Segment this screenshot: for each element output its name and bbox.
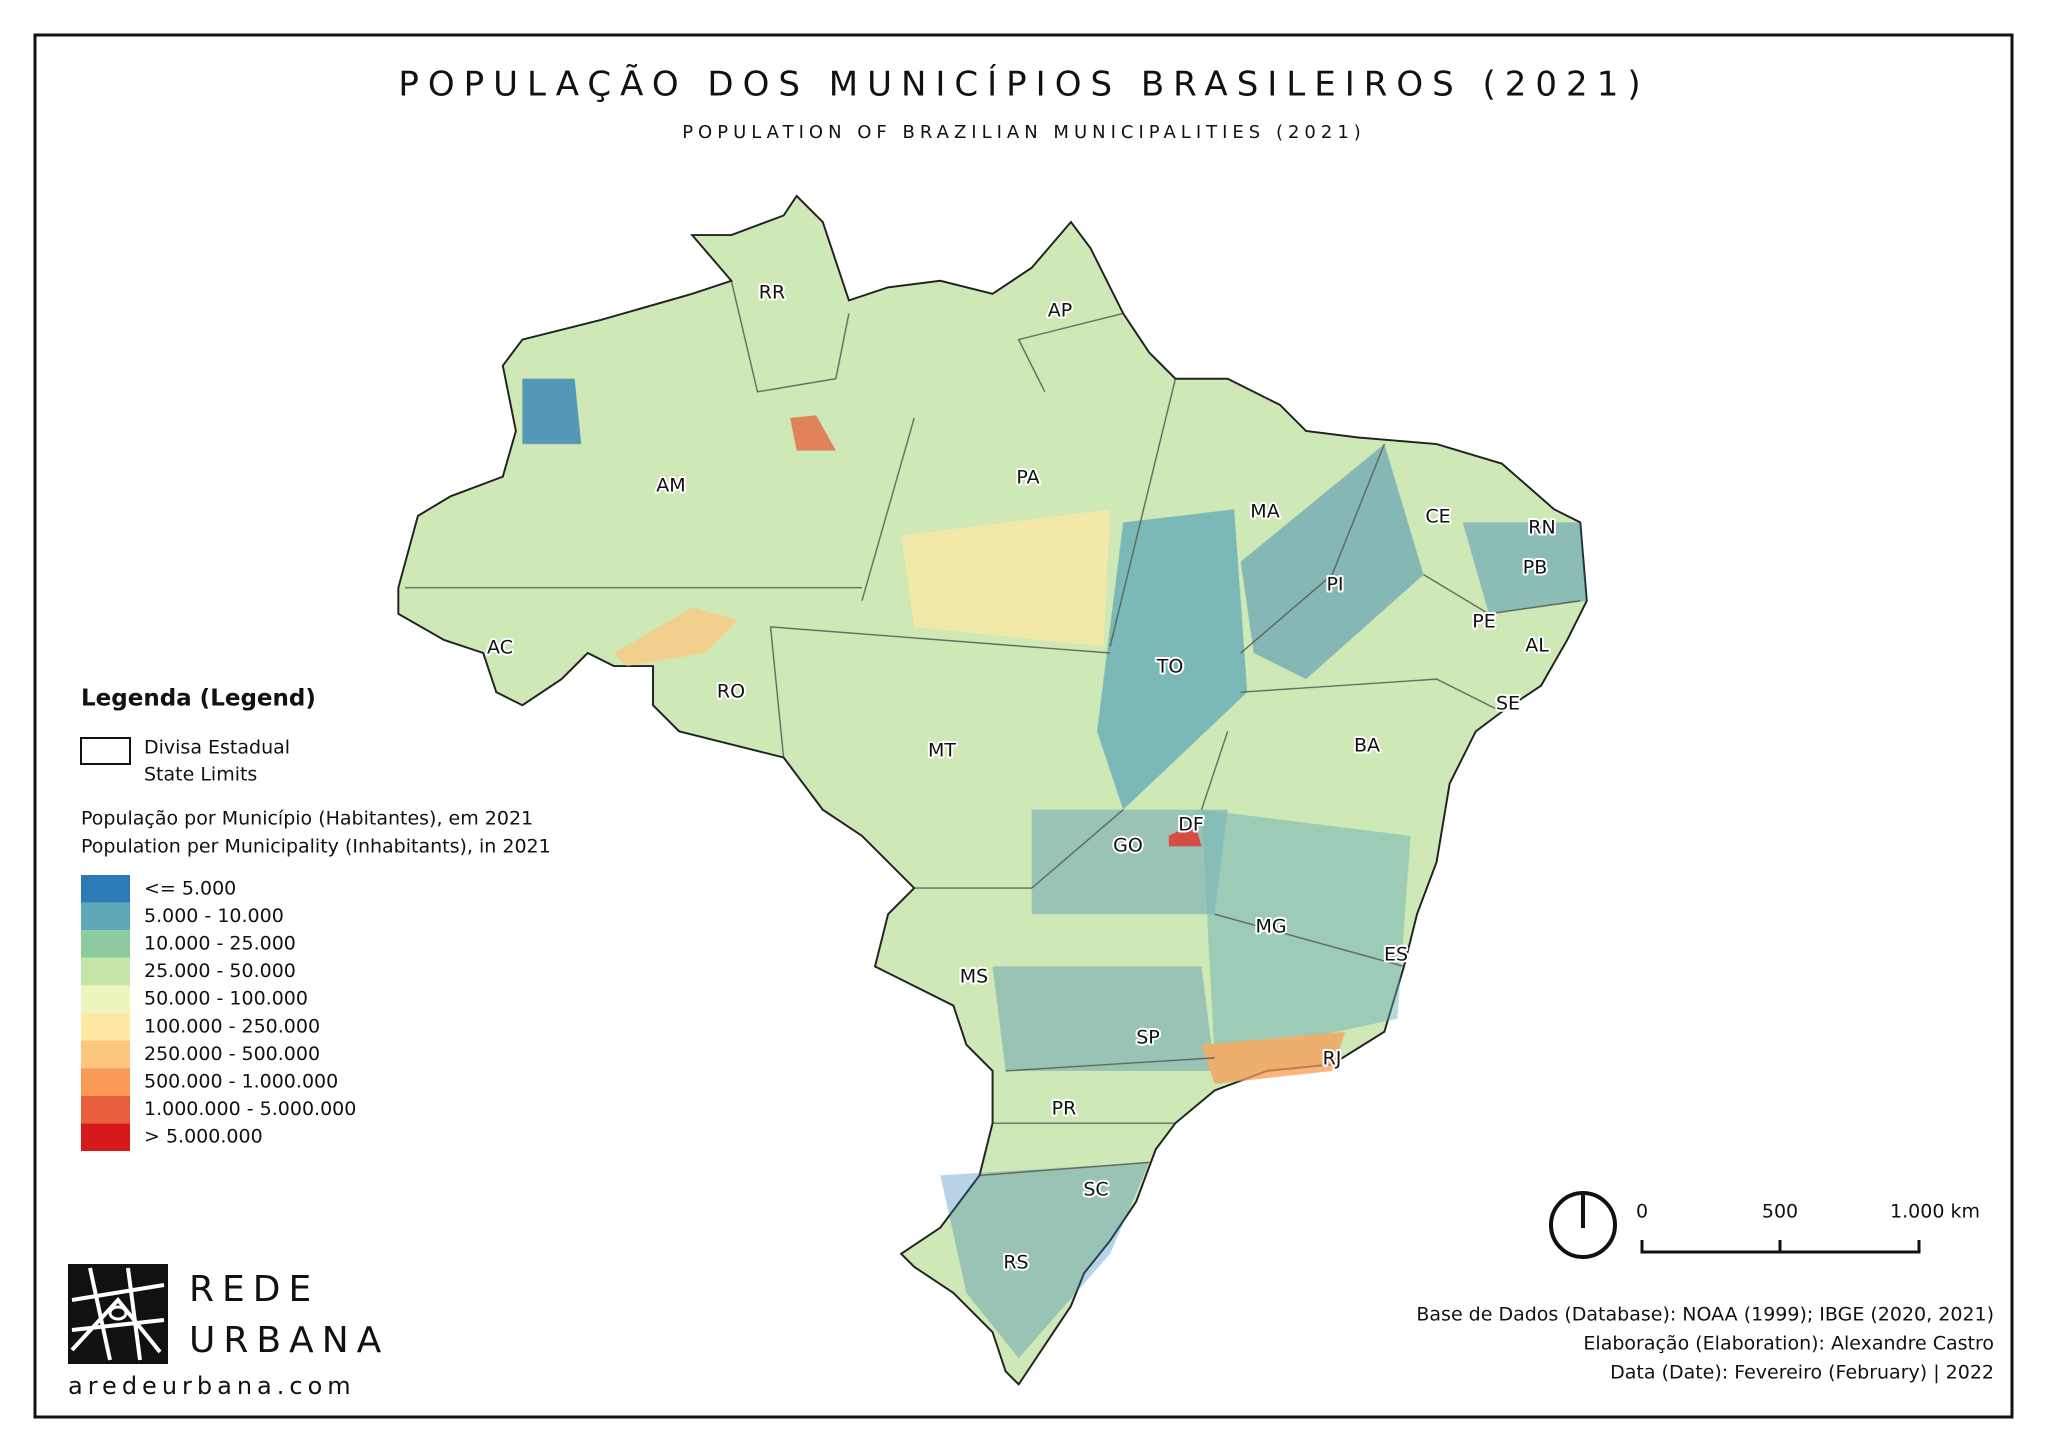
state-label: MT (928, 740, 956, 762)
state-label: TO (1156, 656, 1184, 678)
state-label: AC (487, 637, 513, 659)
state-label: SE (1496, 693, 1520, 715)
state-label: GO (1113, 835, 1143, 857)
legend-label: 5.000 - 10.000 (144, 905, 284, 927)
legend-label: 250.000 - 500.000 (144, 1043, 320, 1065)
scale-bar: 0 500 1.000 km (1636, 1201, 1980, 1254)
scale-label: 0 (1636, 1201, 1648, 1223)
state-label: PI (1326, 574, 1343, 596)
state-label: SC (1083, 1179, 1108, 1201)
legend-label: 25.000 - 50.000 (144, 960, 296, 982)
legend-swatch (81, 985, 130, 1013)
legend-swatch (81, 875, 130, 903)
legend-swatch (81, 902, 130, 931)
scale-label: 1.000 km (1890, 1201, 1980, 1223)
state-labels: RR AP AM PA MA CE RN PB PI PE AL AC TO R… (485, 280, 1558, 1276)
credit-line: Base de Dados (Database): NOAA (1999); I… (1416, 1304, 1994, 1326)
legend: Legenda (Legend) Divisa Estadual State L… (80, 686, 551, 1151)
state-label: RJ (1323, 1048, 1342, 1070)
state-label: SP (1136, 1027, 1160, 1049)
scale-label: 500 (1762, 1201, 1798, 1223)
logo-text: URBANA (189, 1320, 389, 1361)
credits: Base de Dados (Database): NOAA (1999); I… (1416, 1304, 1994, 1384)
legend-swatch (81, 930, 130, 958)
state-label: RN (1528, 517, 1555, 539)
legend-label: State Limits (144, 764, 257, 786)
logo-url: aredeurbana.com (68, 1372, 356, 1400)
legend-swatch (81, 1123, 130, 1151)
brazil-map (397, 194, 1588, 1386)
logo-mark (68, 1264, 168, 1364)
legend-label: 10.000 - 25.000 (144, 933, 296, 955)
boundary-swatch (80, 737, 131, 765)
legend-label: > 5.000.000 (144, 1126, 263, 1148)
north-arrow (1549, 1191, 1617, 1259)
state-label: DF (1178, 814, 1204, 836)
credit-line: Data (Date): Fevereiro (February) | 2022 (1610, 1362, 1994, 1384)
state-label: AL (1525, 635, 1549, 657)
state-label: BA (1354, 735, 1380, 757)
logo: REDE URBANA aredeurbana.com (68, 1264, 389, 1400)
legend-heading: População por Município (Habitantes), em… (81, 808, 533, 830)
legend-label: <= 5.000 (144, 877, 236, 899)
state-label: CE (1425, 506, 1450, 528)
legend-label: 1.000.000 - 5.000.000 (144, 1098, 356, 1120)
credit-line: Elaboração (Elaboration): Alexandre Cast… (1583, 1333, 1994, 1355)
title: POPULAÇÃO DOS MUNICÍPIOS BRASILEIROS (20… (398, 64, 1649, 105)
regional-tint (404, 280, 1587, 1359)
logo-text: REDE (189, 1269, 319, 1310)
state-label: PB (1523, 557, 1548, 579)
state-label: MS (960, 966, 988, 988)
subtitle: POPULATION OF BRAZILIAN MUNICIPALITIES (… (682, 122, 1366, 143)
state-label: ES (1384, 944, 1408, 966)
legend-heading: Population per Municipality (Inhabitants… (81, 836, 551, 858)
legend-label: 500.000 - 1.000.000 (144, 1071, 338, 1093)
state-label: RR (759, 282, 785, 304)
state-label: PA (1016, 467, 1039, 489)
state-label: RO (717, 681, 745, 703)
legend-label: 100.000 - 250.000 (144, 1015, 320, 1037)
legend-label: Divisa Estadual (144, 737, 290, 759)
state-label: PR (1052, 1098, 1077, 1120)
country-shape (397, 194, 1588, 1386)
state-label: MG (1255, 916, 1286, 938)
legend-swatch (81, 1068, 130, 1096)
state-label: MA (1250, 501, 1279, 523)
state-label: AM (656, 475, 685, 497)
state-label: RS (1003, 1252, 1028, 1274)
legend-swatch (81, 1095, 130, 1124)
legend-swatch (81, 1040, 130, 1069)
state-label: AP (1048, 300, 1072, 322)
legend-title: Legenda (Legend) (81, 686, 316, 712)
legend-swatch (81, 1013, 130, 1041)
state-label: PE (1472, 611, 1495, 633)
legend-label: 50.000 - 100.000 (144, 988, 308, 1010)
legend-swatch (81, 957, 130, 986)
